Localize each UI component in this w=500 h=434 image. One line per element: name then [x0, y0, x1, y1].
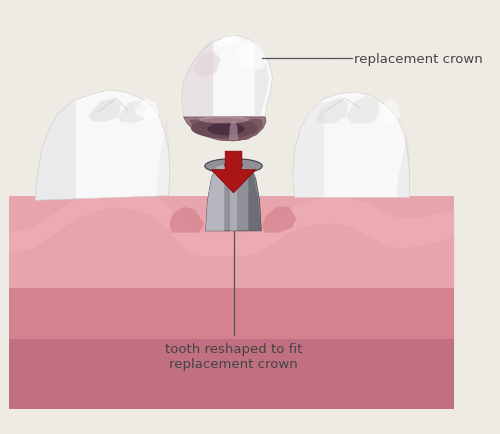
Polygon shape	[10, 187, 454, 409]
Polygon shape	[215, 36, 241, 48]
Polygon shape	[262, 207, 296, 233]
Polygon shape	[230, 170, 237, 231]
Polygon shape	[229, 122, 238, 141]
Polygon shape	[134, 99, 160, 120]
Polygon shape	[244, 167, 262, 231]
Polygon shape	[118, 101, 146, 124]
Polygon shape	[35, 100, 76, 201]
Polygon shape	[88, 99, 120, 122]
Ellipse shape	[228, 163, 239, 168]
Polygon shape	[206, 167, 225, 231]
Polygon shape	[182, 36, 272, 118]
Polygon shape	[212, 152, 256, 194]
Ellipse shape	[199, 117, 250, 124]
Polygon shape	[396, 120, 409, 198]
Polygon shape	[293, 102, 324, 198]
Ellipse shape	[191, 118, 258, 139]
Polygon shape	[293, 92, 410, 198]
Polygon shape	[10, 187, 454, 256]
Text: replacement crown: replacement crown	[354, 53, 483, 66]
Polygon shape	[193, 52, 220, 78]
Polygon shape	[10, 339, 454, 409]
Polygon shape	[236, 41, 267, 72]
Polygon shape	[376, 100, 400, 124]
Polygon shape	[10, 196, 454, 409]
Text: tooth reshaped to fit
replacement crown: tooth reshaped to fit replacement crown	[165, 342, 302, 370]
Ellipse shape	[208, 123, 244, 136]
Polygon shape	[189, 119, 263, 141]
Polygon shape	[315, 98, 348, 124]
Polygon shape	[182, 42, 213, 118]
Polygon shape	[206, 166, 262, 231]
Ellipse shape	[224, 161, 243, 170]
Polygon shape	[255, 46, 268, 118]
Ellipse shape	[216, 165, 244, 172]
Ellipse shape	[205, 159, 262, 174]
Polygon shape	[184, 118, 266, 141]
Polygon shape	[10, 289, 454, 409]
Polygon shape	[346, 96, 382, 124]
Polygon shape	[35, 91, 170, 201]
Polygon shape	[156, 118, 170, 201]
Polygon shape	[170, 207, 204, 233]
